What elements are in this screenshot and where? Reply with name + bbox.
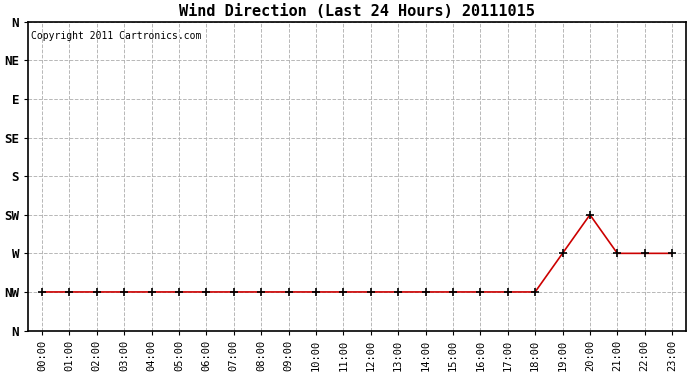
Title: Wind Direction (Last 24 Hours) 20111015: Wind Direction (Last 24 Hours) 20111015 xyxy=(179,4,535,19)
Text: Copyright 2011 Cartronics.com: Copyright 2011 Cartronics.com xyxy=(32,31,202,41)
